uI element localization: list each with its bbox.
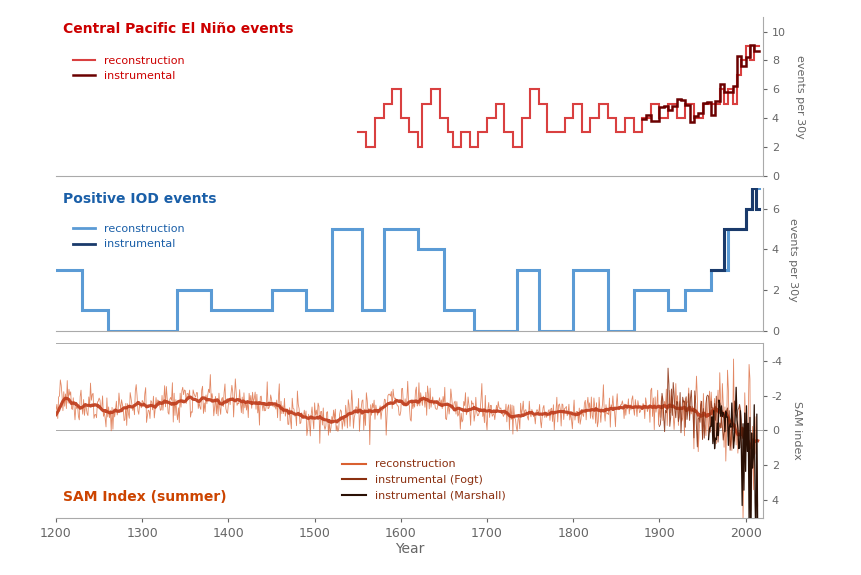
Legend: reconstruction, instrumental: reconstruction, instrumental bbox=[69, 220, 189, 254]
Y-axis label: events per 30y: events per 30y bbox=[788, 217, 797, 301]
Text: SAM Index (summer): SAM Index (summer) bbox=[63, 489, 226, 504]
Legend: reconstruction, instrumental: reconstruction, instrumental bbox=[69, 51, 189, 86]
Legend: reconstruction, instrumental (Fogt), instrumental (Marshall): reconstruction, instrumental (Fogt), ins… bbox=[337, 455, 510, 505]
Y-axis label: events per 30y: events per 30y bbox=[795, 55, 804, 138]
Text: Positive IOD events: Positive IOD events bbox=[63, 193, 216, 206]
Y-axis label: SAM index: SAM index bbox=[791, 401, 802, 460]
Text: Central Pacific El Niño events: Central Pacific El Niño events bbox=[63, 22, 294, 36]
X-axis label: Year: Year bbox=[394, 542, 424, 556]
